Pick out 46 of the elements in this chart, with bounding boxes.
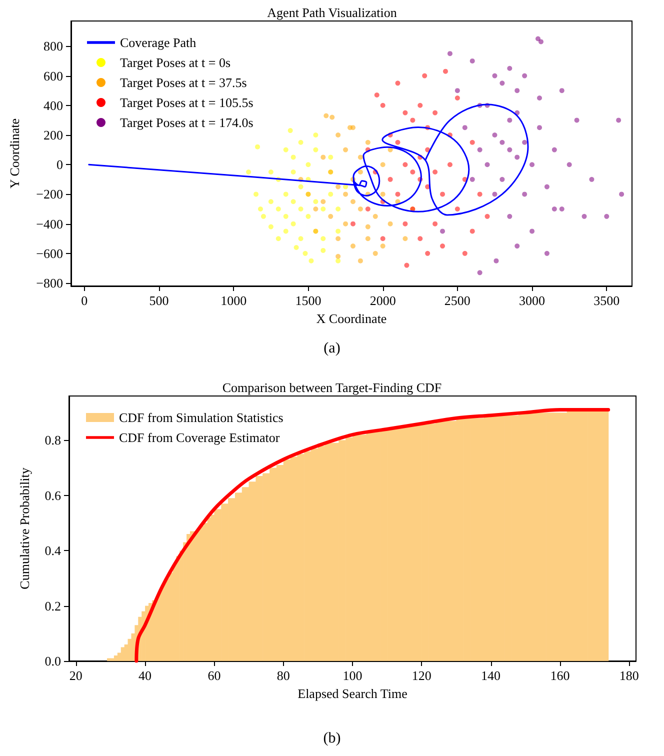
y-tick-label: 800 [44, 38, 63, 54]
y-tick-label: −600 [36, 246, 63, 261]
chart-title: Comparison between Target-Finding CDF [222, 380, 442, 395]
x-tick-label: 3000 [519, 293, 546, 308]
y-tick-label: 0.4 [44, 543, 62, 558]
x-tick-label: 40 [138, 668, 152, 683]
x-tick-label: 500 [149, 293, 169, 308]
legend-label: Target Poses at t = 0s [120, 55, 231, 70]
x-tick-label: 180 [619, 668, 639, 683]
y-tick-label: 0.6 [44, 488, 62, 503]
x-tick-label: 2500 [444, 293, 470, 308]
x-tick-label: 3500 [594, 293, 620, 308]
x-tick-label: 1000 [220, 293, 247, 308]
x-axis-title: X Coordinate [316, 310, 387, 326]
x-tick-label: 60 [208, 668, 221, 683]
legend-label: CDF from Simulation Statistics [119, 410, 284, 425]
text: (b) [323, 730, 341, 746]
x-axis-title: Elapsed Search Time [298, 686, 408, 701]
x-tick-label: 0 [81, 293, 88, 308]
y-axis-title: Y Coordinate [7, 118, 22, 188]
x-tick-label: 1500 [295, 293, 322, 308]
y-tick-label: 600 [44, 68, 63, 84]
chart-title: Agent Path Visualization [267, 5, 398, 20]
legend-label: Target Poses at t = 105.5s [120, 95, 254, 110]
x-tick-label: 20 [69, 668, 82, 683]
legend-label: Target Poses at t = 37.5s [120, 75, 247, 90]
y-axis-title: Cumulative Probability [17, 467, 32, 590]
y-tick-label: 0.8 [44, 432, 61, 448]
y-tick-label: 0.2 [44, 598, 61, 614]
text: (a) [324, 340, 340, 356]
x-tick-label: 160 [550, 668, 570, 683]
y-tick-label: −200 [36, 186, 63, 202]
x-tick-label: 120 [412, 668, 432, 683]
y-tick-label: 0 [56, 157, 63, 172]
x-tick-label: 140 [481, 668, 501, 683]
x-tick-label: 2000 [370, 293, 396, 308]
x-tick-label: 80 [276, 668, 290, 683]
legend-label: CDF from Coverage Estimator [119, 430, 280, 445]
y-tick-label: −400 [36, 216, 63, 232]
y-tick-label: 0.0 [44, 654, 61, 668]
y-tick-label: 200 [44, 127, 63, 142]
x-tick-label: 100 [342, 668, 362, 683]
y-tick-label: 400 [44, 98, 63, 113]
legend-label: Target Poses at t = 174.0s [120, 115, 254, 130]
y-tick-label: −800 [36, 276, 63, 291]
legend-label: Coverage Path [120, 35, 197, 50]
